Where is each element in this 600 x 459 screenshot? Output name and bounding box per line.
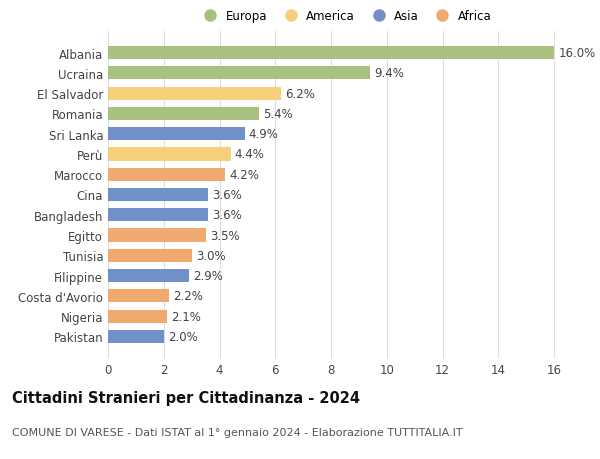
Text: 3.6%: 3.6% bbox=[212, 189, 242, 202]
Bar bbox=[108, 330, 164, 343]
Bar bbox=[108, 148, 230, 161]
Text: 5.4%: 5.4% bbox=[263, 108, 292, 121]
Text: 2.1%: 2.1% bbox=[171, 310, 200, 323]
Bar bbox=[108, 310, 167, 323]
Text: 6.2%: 6.2% bbox=[285, 88, 315, 101]
Bar bbox=[108, 128, 245, 141]
Text: 16.0%: 16.0% bbox=[558, 47, 596, 60]
Text: 9.4%: 9.4% bbox=[374, 67, 404, 80]
Bar bbox=[108, 168, 225, 181]
Text: 2.9%: 2.9% bbox=[193, 269, 223, 282]
Text: 3.0%: 3.0% bbox=[196, 249, 226, 262]
Text: 2.2%: 2.2% bbox=[173, 290, 203, 302]
Bar bbox=[108, 249, 191, 262]
Bar bbox=[108, 87, 281, 101]
Bar bbox=[108, 67, 370, 80]
Text: 4.4%: 4.4% bbox=[235, 148, 265, 161]
Bar bbox=[108, 107, 259, 121]
Bar bbox=[108, 189, 208, 202]
Legend: Europa, America, Asia, Africa: Europa, America, Asia, Africa bbox=[199, 10, 491, 23]
Bar bbox=[108, 269, 189, 283]
Bar bbox=[108, 229, 206, 242]
Bar bbox=[108, 47, 554, 60]
Text: COMUNE DI VARESE - Dati ISTAT al 1° gennaio 2024 - Elaborazione TUTTITALIA.IT: COMUNE DI VARESE - Dati ISTAT al 1° genn… bbox=[12, 427, 463, 437]
Text: 3.6%: 3.6% bbox=[212, 209, 242, 222]
Text: Cittadini Stranieri per Cittadinanza - 2024: Cittadini Stranieri per Cittadinanza - 2… bbox=[12, 390, 360, 405]
Bar bbox=[108, 209, 208, 222]
Text: 3.5%: 3.5% bbox=[210, 229, 239, 242]
Text: 4.2%: 4.2% bbox=[229, 168, 259, 181]
Bar bbox=[108, 290, 169, 303]
Text: 4.9%: 4.9% bbox=[249, 128, 278, 141]
Text: 2.0%: 2.0% bbox=[168, 330, 197, 343]
